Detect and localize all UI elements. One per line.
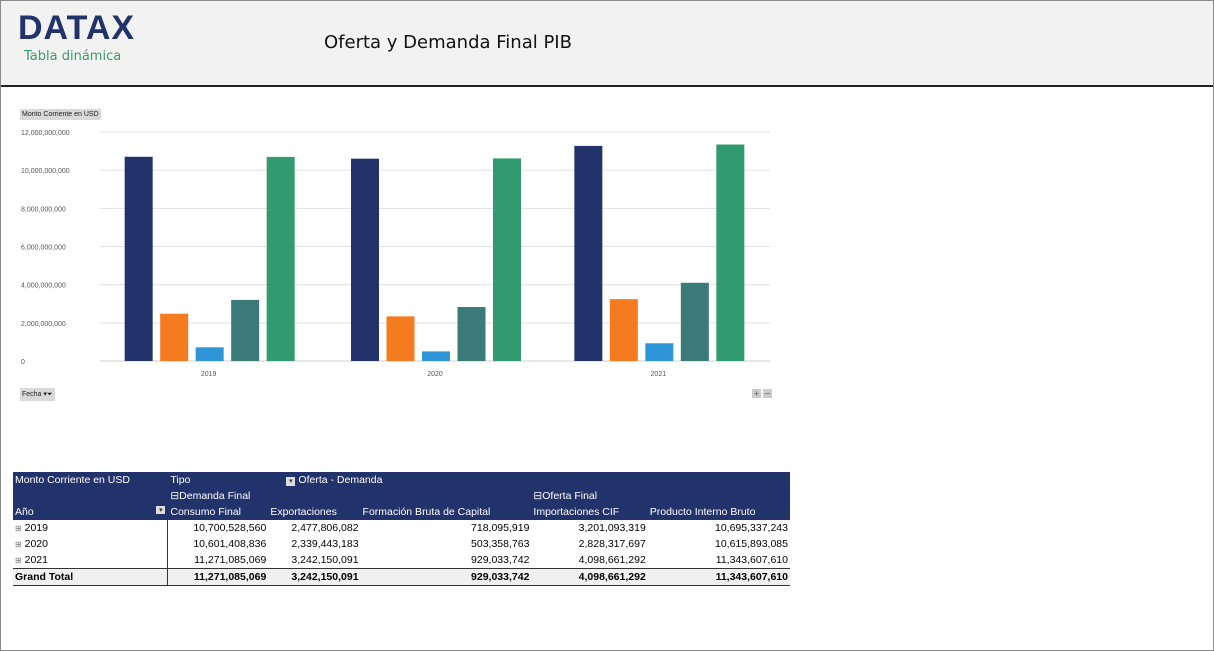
total-cell: 3,242,150,091	[268, 568, 361, 586]
y-tick-label: 2,000,000,000	[21, 321, 66, 328]
y-tick-label: 4,000,000,000	[21, 283, 66, 290]
col-header: Importaciones CIF	[531, 504, 648, 520]
total-cell: 4,098,661,292	[531, 568, 648, 586]
group-demanda[interactable]: ⊟Demanda Final	[167, 488, 532, 504]
value-cell: 929,033,742	[471, 554, 530, 566]
value-cell: 10,615,893,085	[715, 538, 788, 550]
bar-formaci-n-bruta-de-capital-2019[interactable]	[195, 347, 224, 361]
value-cell: 2,828,317,697	[578, 538, 646, 550]
total-label: Grand Total	[13, 568, 169, 586]
value-cell: 2,477,806,082	[291, 522, 359, 534]
grand-total-row: Grand Total 11,271,085,069 3,242,150,091 9…	[13, 568, 790, 586]
fecha-filter-button[interactable]: Fecha ▾⏷	[20, 388, 55, 401]
total-cell: 11,343,607,610	[647, 568, 790, 586]
y-tick-label: 6,000,000,000	[21, 245, 66, 252]
bar-producto-interno-bruto-2021[interactable]	[716, 144, 745, 361]
measure-label: Monto Corriente en USD	[13, 472, 169, 488]
x-tick-label: 2020	[427, 371, 443, 378]
value-cell: 3,201,093,319	[578, 522, 646, 534]
x-tick-label: 2021	[651, 371, 667, 378]
y-tick-label: 0	[21, 359, 25, 366]
y-tick-label: 12,000,000,000	[21, 130, 70, 137]
bar-consumo-final-2020[interactable]	[351, 158, 379, 361]
tipo-dropdown[interactable]: ▾	[286, 477, 296, 486]
value-cell: 10,700,528,560	[193, 522, 267, 534]
value-cell: 3,242,150,091	[291, 554, 359, 566]
bar-importaciones-cif-2021[interactable]	[680, 282, 709, 361]
page-title: Oferta y Demanda Final PIB	[324, 32, 572, 53]
filter-label: Oferta - Demanda	[298, 474, 383, 486]
fecha-label: Fecha	[22, 391, 42, 398]
collapse-button[interactable]: −	[763, 389, 772, 398]
bar-exportaciones-2021[interactable]	[609, 299, 638, 361]
value-cell: 2,339,443,183	[291, 538, 359, 550]
bar-consumo-final-2021[interactable]	[574, 145, 603, 361]
pivot-table: Monto Corriente en USD Tipo ▾ Oferta - Dema…	[13, 472, 790, 586]
header: DATAX Tabla dinámica Oferta y Demanda Fi…	[1, 1, 1213, 87]
row-header: Año	[15, 506, 34, 518]
x-tick-label: 2019	[201, 371, 217, 378]
expand-icon[interactable]: ⊞	[15, 556, 22, 565]
bar-exportaciones-2019[interactable]	[160, 313, 189, 361]
table-row: ⊞ 2020 10,601,408,836 2,339,443,183 503,358…	[13, 536, 790, 552]
value-cell: 503,358,763	[471, 538, 530, 550]
value-cell: 10,601,408,836	[193, 538, 267, 550]
col-header: Formación Bruta de Capital	[360, 504, 532, 520]
expand-icon[interactable]: ⊞	[15, 524, 22, 533]
value-field-button[interactable]: Monto Corriente en USD	[20, 109, 101, 120]
year-cell[interactable]: ⊞ 2021	[13, 552, 169, 569]
subtitle: Tabla dinámica	[24, 49, 122, 64]
year-cell[interactable]: ⊞ 2019	[13, 520, 169, 536]
value-cell: 718,095,919	[471, 522, 530, 534]
expand-icon[interactable]: ⊞	[15, 540, 22, 549]
sort-filter-icon[interactable]: ▾	[156, 506, 166, 514]
expand-button[interactable]: +	[752, 389, 761, 398]
value-cell: 11,271,085,069	[194, 554, 267, 566]
datax-logo: DATAX	[18, 9, 136, 47]
year-cell[interactable]: ⊞ 2020	[13, 536, 169, 552]
bar-formaci-n-bruta-de-capital-2021[interactable]	[645, 343, 674, 361]
table-row: ⊞ 2019 10,700,528,560 2,477,806,082 718,095…	[13, 520, 790, 536]
y-tick-label: 10,000,000,000	[21, 168, 70, 175]
total-cell: 929,033,742	[360, 568, 532, 586]
bar-producto-interno-bruto-2020[interactable]	[493, 158, 521, 361]
tipo-label: Tipo	[170, 474, 191, 486]
bar-chart: 0 2,000,000,000 4,000,000,000 6,000,000,000…	[21, 130, 770, 378]
bar-formaci-n-bruta-de-capital-2020[interactable]	[422, 351, 450, 361]
bar-consumo-final-2019[interactable]	[124, 156, 153, 361]
value-cell: 10,695,337,243	[715, 522, 788, 534]
col-header: Exportaciones	[268, 504, 361, 520]
value-cell: 11,343,607,610	[715, 554, 788, 566]
bar-importaciones-cif-2019[interactable]	[231, 299, 260, 361]
group-oferta[interactable]: ⊟Oferta Final	[531, 488, 790, 504]
table-row: ⊞ 2021 11,271,085,069 3,242,150,091 929,033…	[13, 552, 790, 569]
filter-icon: ▾⏷	[43, 391, 53, 398]
value-cell: 4,098,661,292	[578, 554, 646, 566]
bar-importaciones-cif-2020[interactable]	[457, 307, 486, 361]
col-header: Consumo Final	[167, 504, 269, 520]
total-cell: 11,271,085,069	[167, 568, 269, 586]
y-tick-label: 8,000,000,000	[21, 206, 66, 213]
col-header: Producto Interno Bruto	[647, 504, 790, 520]
bar-exportaciones-2020[interactable]	[386, 316, 415, 361]
bar-producto-interno-bruto-2019[interactable]	[266, 156, 295, 361]
